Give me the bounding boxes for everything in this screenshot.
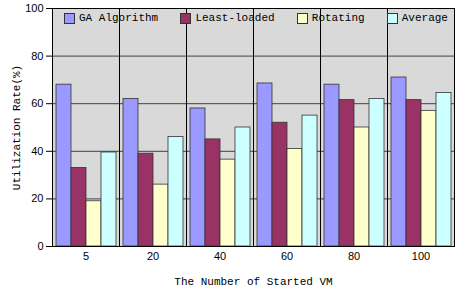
- svg-text:40: 40: [214, 250, 226, 262]
- svg-text:5: 5: [83, 250, 89, 262]
- svg-text:The Number of Started VM: The Number of Started VM: [174, 276, 332, 288]
- html-text:GA Algorithm: GA Algorithm: [79, 12, 159, 24]
- svg-text:80: 80: [31, 50, 43, 62]
- svg-text:20: 20: [31, 192, 43, 204]
- svg-text:Utilization Rate(%): Utilization Rate(%): [11, 65, 23, 190]
- svg-text:0: 0: [37, 240, 43, 252]
- svg-text:80: 80: [348, 250, 360, 262]
- svg-text:60: 60: [281, 250, 293, 262]
- html-text:Least-loaded: Least-loaded: [195, 12, 275, 24]
- html-text:Average: Average: [401, 12, 448, 24]
- svg-text:60: 60: [31, 97, 43, 109]
- svg-text:100: 100: [412, 250, 430, 262]
- svg-text:20: 20: [147, 250, 159, 262]
- html-text:Rotating: Rotating: [311, 12, 365, 24]
- svg-text:100: 100: [25, 2, 43, 14]
- svg-text:40: 40: [31, 145, 43, 157]
